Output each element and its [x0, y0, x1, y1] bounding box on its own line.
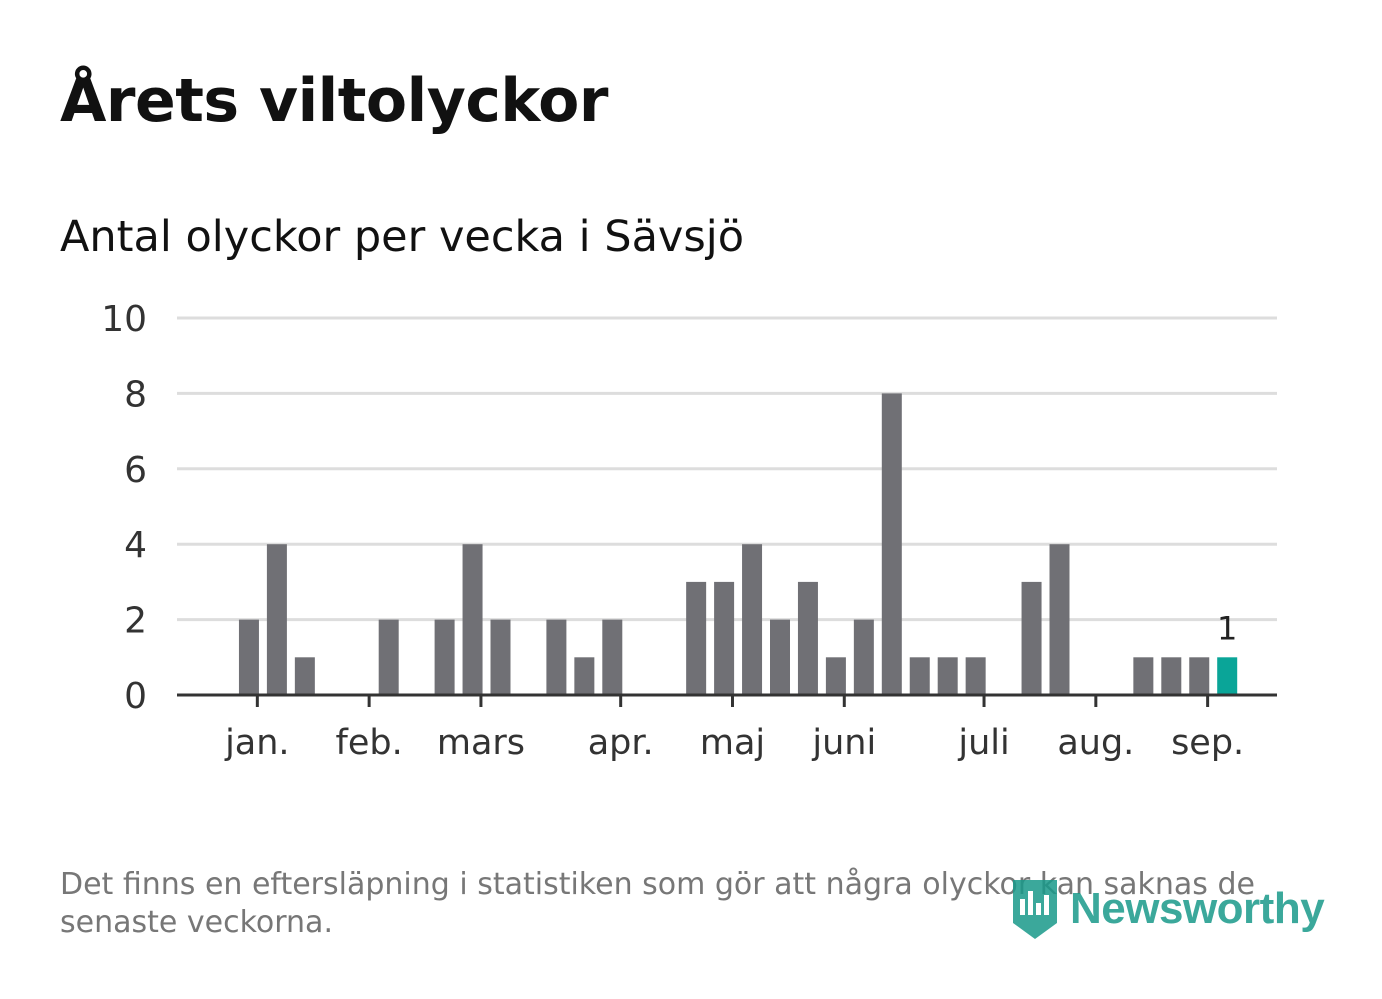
bar	[490, 619, 511, 695]
bar	[294, 657, 315, 695]
bar	[1217, 657, 1238, 695]
bar	[742, 544, 763, 695]
gridlines	[177, 316, 1277, 622]
bar	[965, 657, 986, 695]
y-tick-label: 4	[124, 525, 147, 566]
y-tick-label: 2	[124, 601, 147, 642]
chart-title: Årets viltolyckor	[60, 66, 609, 136]
x-tick-label: mars	[437, 723, 525, 763]
bar	[238, 619, 259, 695]
bar	[909, 657, 930, 695]
x-tick-label: maj	[700, 723, 765, 763]
x-tick-label: jan.	[224, 723, 289, 763]
y-tick-label: 6	[124, 450, 147, 491]
bar	[1189, 657, 1210, 695]
newsworthy-logo: Newsworthy	[1010, 876, 1325, 942]
bar	[686, 581, 707, 695]
y-tick-label: 10	[101, 299, 147, 340]
newsworthy-logo-icon	[1013, 880, 1057, 939]
bar	[853, 619, 874, 695]
bar	[378, 619, 399, 695]
x-tick-label: juli	[957, 723, 1009, 763]
x-tick-label: aug.	[1057, 723, 1134, 763]
x-tick-label: juni	[811, 723, 876, 763]
bar	[714, 581, 735, 695]
bars	[238, 393, 1238, 695]
bar	[797, 581, 818, 695]
bar	[1021, 581, 1042, 695]
bar	[602, 619, 623, 695]
bar	[937, 657, 958, 695]
labels: 0 2 4 6 8 10 1 jan. feb. mars apr. maj juni juli aug. s…	[101, 299, 1244, 763]
bar	[825, 657, 846, 695]
bar	[574, 657, 595, 695]
bar	[266, 544, 287, 695]
y-tick-label: 8	[124, 374, 147, 415]
x-tick-label: feb.	[336, 723, 403, 763]
bar	[462, 544, 483, 695]
bar	[546, 619, 567, 695]
highlight-data-label: 1	[1217, 609, 1237, 647]
bar	[434, 619, 455, 695]
bar	[1133, 657, 1154, 695]
bar	[1161, 657, 1182, 695]
bar	[1049, 544, 1070, 695]
newsworthy-logo-text: Newsworthy	[1070, 884, 1325, 933]
bar	[881, 393, 902, 695]
axes	[177, 693, 1277, 707]
bar	[770, 619, 790, 695]
x-tick-label: apr.	[588, 723, 654, 763]
y-tick-label: 0	[124, 676, 147, 717]
x-tick-label: sep.	[1171, 723, 1244, 763]
chart-subtitle: Antal olyckor per vecka i Sävsjö	[60, 212, 745, 262]
